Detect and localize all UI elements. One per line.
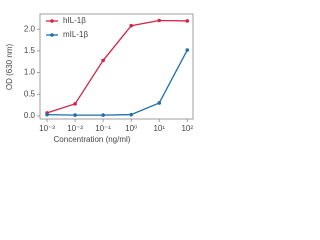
y-tick-label: 0.0: [24, 111, 36, 120]
y-tick-label: 0.5: [24, 89, 36, 98]
series-line: [46, 19, 188, 114]
data-point: [73, 113, 77, 117]
y-tick-label: 1.5: [24, 46, 36, 55]
data-point: [185, 48, 190, 52]
x-tick-label: 10⁻²: [67, 124, 83, 133]
data-point: [73, 102, 77, 106]
x-tick-label: 10⁰: [125, 124, 137, 133]
x-tick-label: 10²: [181, 124, 193, 133]
x-axis-label: Concentration (ng/ml): [54, 135, 131, 144]
legend-label: hIL-1β: [63, 16, 86, 25]
data-point: [157, 101, 162, 105]
y-tick-label: 1.0: [24, 68, 36, 77]
data-point: [101, 113, 105, 117]
data-point: [45, 112, 49, 117]
data-point: [101, 58, 105, 63]
legend-marker: [50, 33, 54, 37]
y-axis-label: OD (630 nm): [5, 44, 14, 91]
x-tick-label: 10⁻³: [39, 124, 55, 133]
data-point: [129, 112, 133, 117]
legend-label: mIL-1β: [63, 30, 88, 39]
legend-marker: [50, 19, 54, 23]
data-point: [129, 23, 133, 28]
chart: Concentration (ng/ml) OD (630 nm) 0.0 0.5…: [5, 13, 194, 144]
x-tick-label: 10⁻¹: [95, 124, 111, 133]
data-point: [157, 18, 162, 23]
series-line: [47, 49, 188, 116]
data-point: [185, 19, 190, 23]
x-tick-label: 10¹: [153, 124, 165, 133]
plot-frame: [39, 13, 194, 120]
y-tick-label: 2.0: [24, 24, 36, 33]
